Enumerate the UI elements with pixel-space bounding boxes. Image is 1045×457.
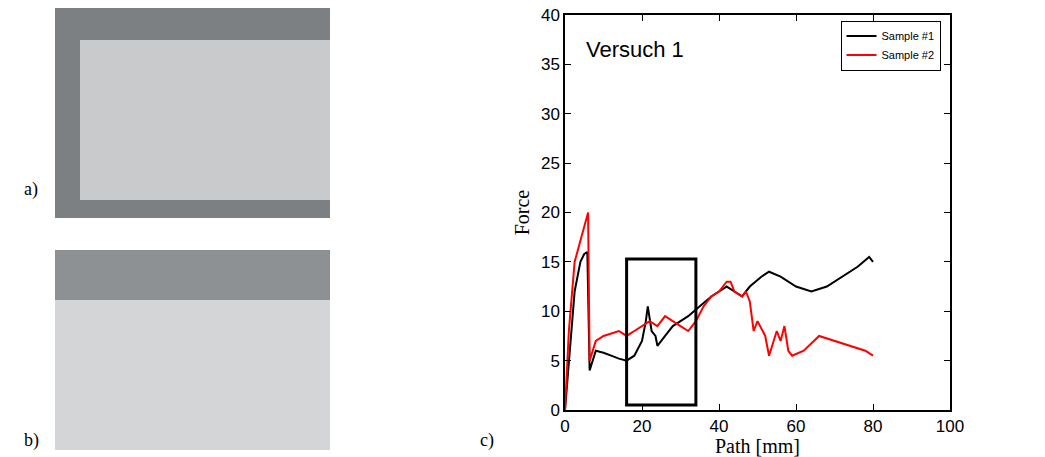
svg-text:15: 15 bbox=[541, 253, 560, 272]
svg-text:35: 35 bbox=[541, 55, 560, 74]
svg-text:20: 20 bbox=[541, 203, 560, 222]
svg-text:Versuch 1: Versuch 1 bbox=[586, 37, 684, 62]
svg-text:Sample #1: Sample #1 bbox=[882, 30, 935, 42]
svg-text:40: 40 bbox=[541, 6, 560, 25]
svg-text:25: 25 bbox=[541, 154, 560, 173]
svg-text:30: 30 bbox=[541, 105, 560, 124]
svg-text:40: 40 bbox=[710, 417, 729, 436]
svg-text:10: 10 bbox=[541, 302, 560, 321]
svg-text:0: 0 bbox=[550, 401, 559, 420]
svg-text:20: 20 bbox=[633, 417, 652, 436]
svg-text:100: 100 bbox=[936, 417, 964, 436]
svg-text:Force: Force bbox=[511, 190, 533, 236]
svg-text:a): a) bbox=[24, 179, 38, 200]
svg-text:b): b) bbox=[24, 430, 39, 451]
svg-text:c): c) bbox=[480, 430, 494, 451]
svg-text:80: 80 bbox=[864, 417, 883, 436]
svg-text:5: 5 bbox=[550, 352, 559, 371]
svg-text:Sample #2: Sample #2 bbox=[882, 49, 935, 61]
svg-text:60: 60 bbox=[787, 417, 806, 436]
svg-text:Path [mm]: Path [mm] bbox=[715, 435, 800, 457]
svg-text:0: 0 bbox=[560, 417, 569, 436]
